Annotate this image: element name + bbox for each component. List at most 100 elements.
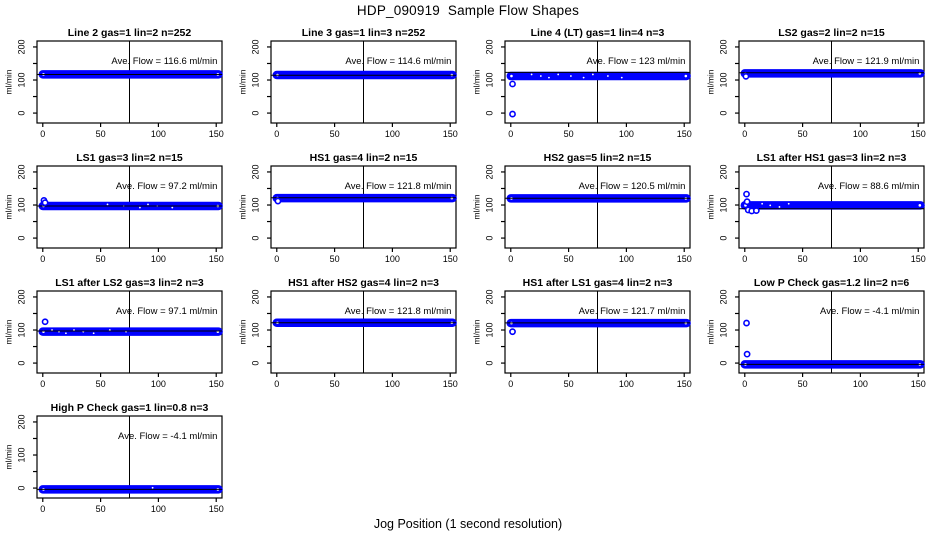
outlier-point <box>743 190 750 198</box>
band-gap-speck <box>570 75 572 77</box>
y-tick-label: 0 <box>484 236 494 241</box>
x-tick-label: 150 <box>911 254 926 264</box>
y-tick-label: 100 <box>16 73 26 88</box>
flow-panel-2: Line 3 gas=1 lin=3 n=252 0 100 200 ml/min 0 50… <box>234 25 468 150</box>
y-axis-title: ml/min <box>705 194 715 219</box>
band-gap-speck <box>139 206 141 209</box>
band-gap-speck <box>769 204 772 207</box>
y-tick-label: 200 <box>718 164 728 179</box>
panel-title: HS1 after LS1 gas=4 lin=2 n=3 <box>523 277 673 289</box>
x-tick-label: 100 <box>385 129 400 139</box>
outlier-point <box>509 80 516 88</box>
band-gap-speck <box>557 73 560 76</box>
flow-panel-10: HS1 after HS2 gas=4 lin=2 n=3 0 100 200 ml/m… <box>234 275 468 400</box>
x-tick-label: 50 <box>798 379 808 389</box>
x-tick-label: 50 <box>564 129 574 139</box>
flow-panel-svg: HS1 after LS1 gas=4 lin=2 n=3 0 100 200 ml/m… <box>471 277 692 389</box>
flow-panel-4: LS2 gas=2 lin=2 n=15 0 100 200 ml/min 0 50 100 1… <box>702 25 936 150</box>
flow-panel-1: Line 2 gas=1 lin=2 n=252 0 100 200 ml/min 0 50… <box>0 25 234 150</box>
outlier-point <box>41 318 49 326</box>
y-tick-label: 100 <box>484 198 494 213</box>
y-tick-label: 0 <box>16 361 26 366</box>
ave-flow-annotation: Ave. Flow = 123 ml/min <box>587 56 686 67</box>
y-tick-label: 100 <box>718 73 728 88</box>
panel-title: HS1 gas=4 lin=2 n=15 <box>310 152 418 164</box>
x-tick-label: 0 <box>508 379 513 389</box>
y-tick-label: 100 <box>718 323 728 338</box>
x-tick-label: 150 <box>209 254 224 264</box>
x-tick-label: 100 <box>619 129 634 139</box>
panel-title: LS1 after HS1 gas=3 lin=2 n=3 <box>757 152 907 164</box>
y-tick-label: 200 <box>16 289 26 304</box>
y-axis-title: ml/min <box>705 69 715 94</box>
x-tick-label: 0 <box>40 129 45 139</box>
x-tick-label: 50 <box>798 129 808 139</box>
x-tick-label: 100 <box>151 504 166 514</box>
x-tick-label: 100 <box>151 129 166 139</box>
band-end-point <box>215 329 221 335</box>
flow-panel-11: HS1 after LS1 gas=4 lin=2 n=3 0 100 200 ml/m… <box>468 275 702 400</box>
x-tick-label: 0 <box>274 254 279 264</box>
y-tick-label: 100 <box>250 323 260 338</box>
x-tick-label: 100 <box>151 254 166 264</box>
y-tick-label: 200 <box>250 39 260 54</box>
x-tick-label: 50 <box>96 254 106 264</box>
y-tick-label: 0 <box>718 236 728 241</box>
x-tick-label: 150 <box>209 504 224 514</box>
x-tick-label: 100 <box>619 379 634 389</box>
y-tick-label: 100 <box>16 323 26 338</box>
flow-panel-8: LS1 after HS1 gas=3 lin=2 n=3 0 100 200 ml/m… <box>702 150 936 275</box>
x-tick-label: 0 <box>508 129 513 139</box>
y-tick-label: 200 <box>718 289 728 304</box>
y-axis-title: ml/min <box>237 69 247 94</box>
ave-flow-annotation: Ave. Flow = 121.7 ml/min <box>579 306 686 317</box>
x-tick-label: 150 <box>443 254 458 264</box>
flow-panel-6: HS1 gas=4 lin=2 n=15 0 100 200 ml/min 0 50 100 1… <box>234 150 468 275</box>
x-tick-label: 0 <box>40 504 45 514</box>
band-gap-speck <box>539 75 542 77</box>
y-tick-label: 100 <box>718 198 728 213</box>
y-tick-label: 0 <box>250 361 260 366</box>
x-tick-label: 0 <box>274 379 279 389</box>
y-axis-title: ml/min <box>471 194 481 219</box>
y-tick-label: 100 <box>250 73 260 88</box>
x-tick-label: 100 <box>853 379 868 389</box>
flow-panel-5: LS1 gas=3 lin=2 n=15 0 100 200 ml/min 0 50 100 1… <box>0 150 234 275</box>
outlier-point <box>743 319 750 327</box>
y-tick-label: 200 <box>484 39 494 54</box>
band-gap-speck <box>778 206 781 208</box>
x-tick-label: 150 <box>677 254 692 264</box>
x-tick-label: 50 <box>96 504 106 514</box>
band-end-point <box>508 73 514 79</box>
ave-flow-annotation: Ave. Flow = 116.6 ml/min <box>111 56 217 67</box>
y-tick-label: 0 <box>16 236 26 241</box>
band-end-point <box>917 202 923 208</box>
outlier-point <box>743 198 751 206</box>
band-gap-speck <box>761 202 764 205</box>
x-tick-label: 150 <box>677 379 692 389</box>
band-gap-speck <box>151 486 154 489</box>
x-tick-label: 50 <box>564 254 574 264</box>
x-tick-label: 150 <box>209 379 224 389</box>
y-tick-label: 0 <box>250 236 260 241</box>
flow-panel-svg: LS1 gas=3 lin=2 n=15 0 100 200 ml/min 0 50 100 1… <box>3 152 224 264</box>
band-gap-speck <box>171 206 174 209</box>
flow-panel-13: High P Check gas=1 lin=0.8 n=3 0 100 200 ml/… <box>0 400 234 525</box>
band-gap-speck <box>548 76 550 79</box>
flow-panel-svg: Line 4 (LT) gas=1 lin=4 n=3 0 100 200 ml/min… <box>471 27 691 139</box>
flow-panel-svg: HS1 gas=4 lin=2 n=15 0 100 200 ml/min 0 50 100 1… <box>237 152 458 264</box>
y-axis-title: ml/min <box>3 319 13 344</box>
y-axis-title: ml/min <box>237 319 247 344</box>
y-axis-title: ml/min <box>3 194 13 219</box>
x-tick-label: 50 <box>330 379 340 389</box>
outlier-point <box>742 72 750 80</box>
y-axis-title: ml/min <box>3 69 13 94</box>
y-axis-title: ml/min <box>237 194 247 219</box>
flow-panel-svg: LS1 after HS1 gas=3 lin=2 n=3 0 100 200 ml/m… <box>705 152 926 264</box>
flow-panel-svg: LS1 after LS2 gas=3 lin=2 n=3 0 100 200 ml/m… <box>3 277 224 389</box>
outlier-point <box>752 207 760 215</box>
y-tick-label: 100 <box>484 323 494 338</box>
x-tick-label: 0 <box>40 254 45 264</box>
flow-panel-svg: Line 3 gas=1 lin=3 n=252 0 100 200 ml/min 0 50… <box>237 27 457 139</box>
panel-title: LS2 gas=2 lin=2 n=15 <box>778 27 885 39</box>
